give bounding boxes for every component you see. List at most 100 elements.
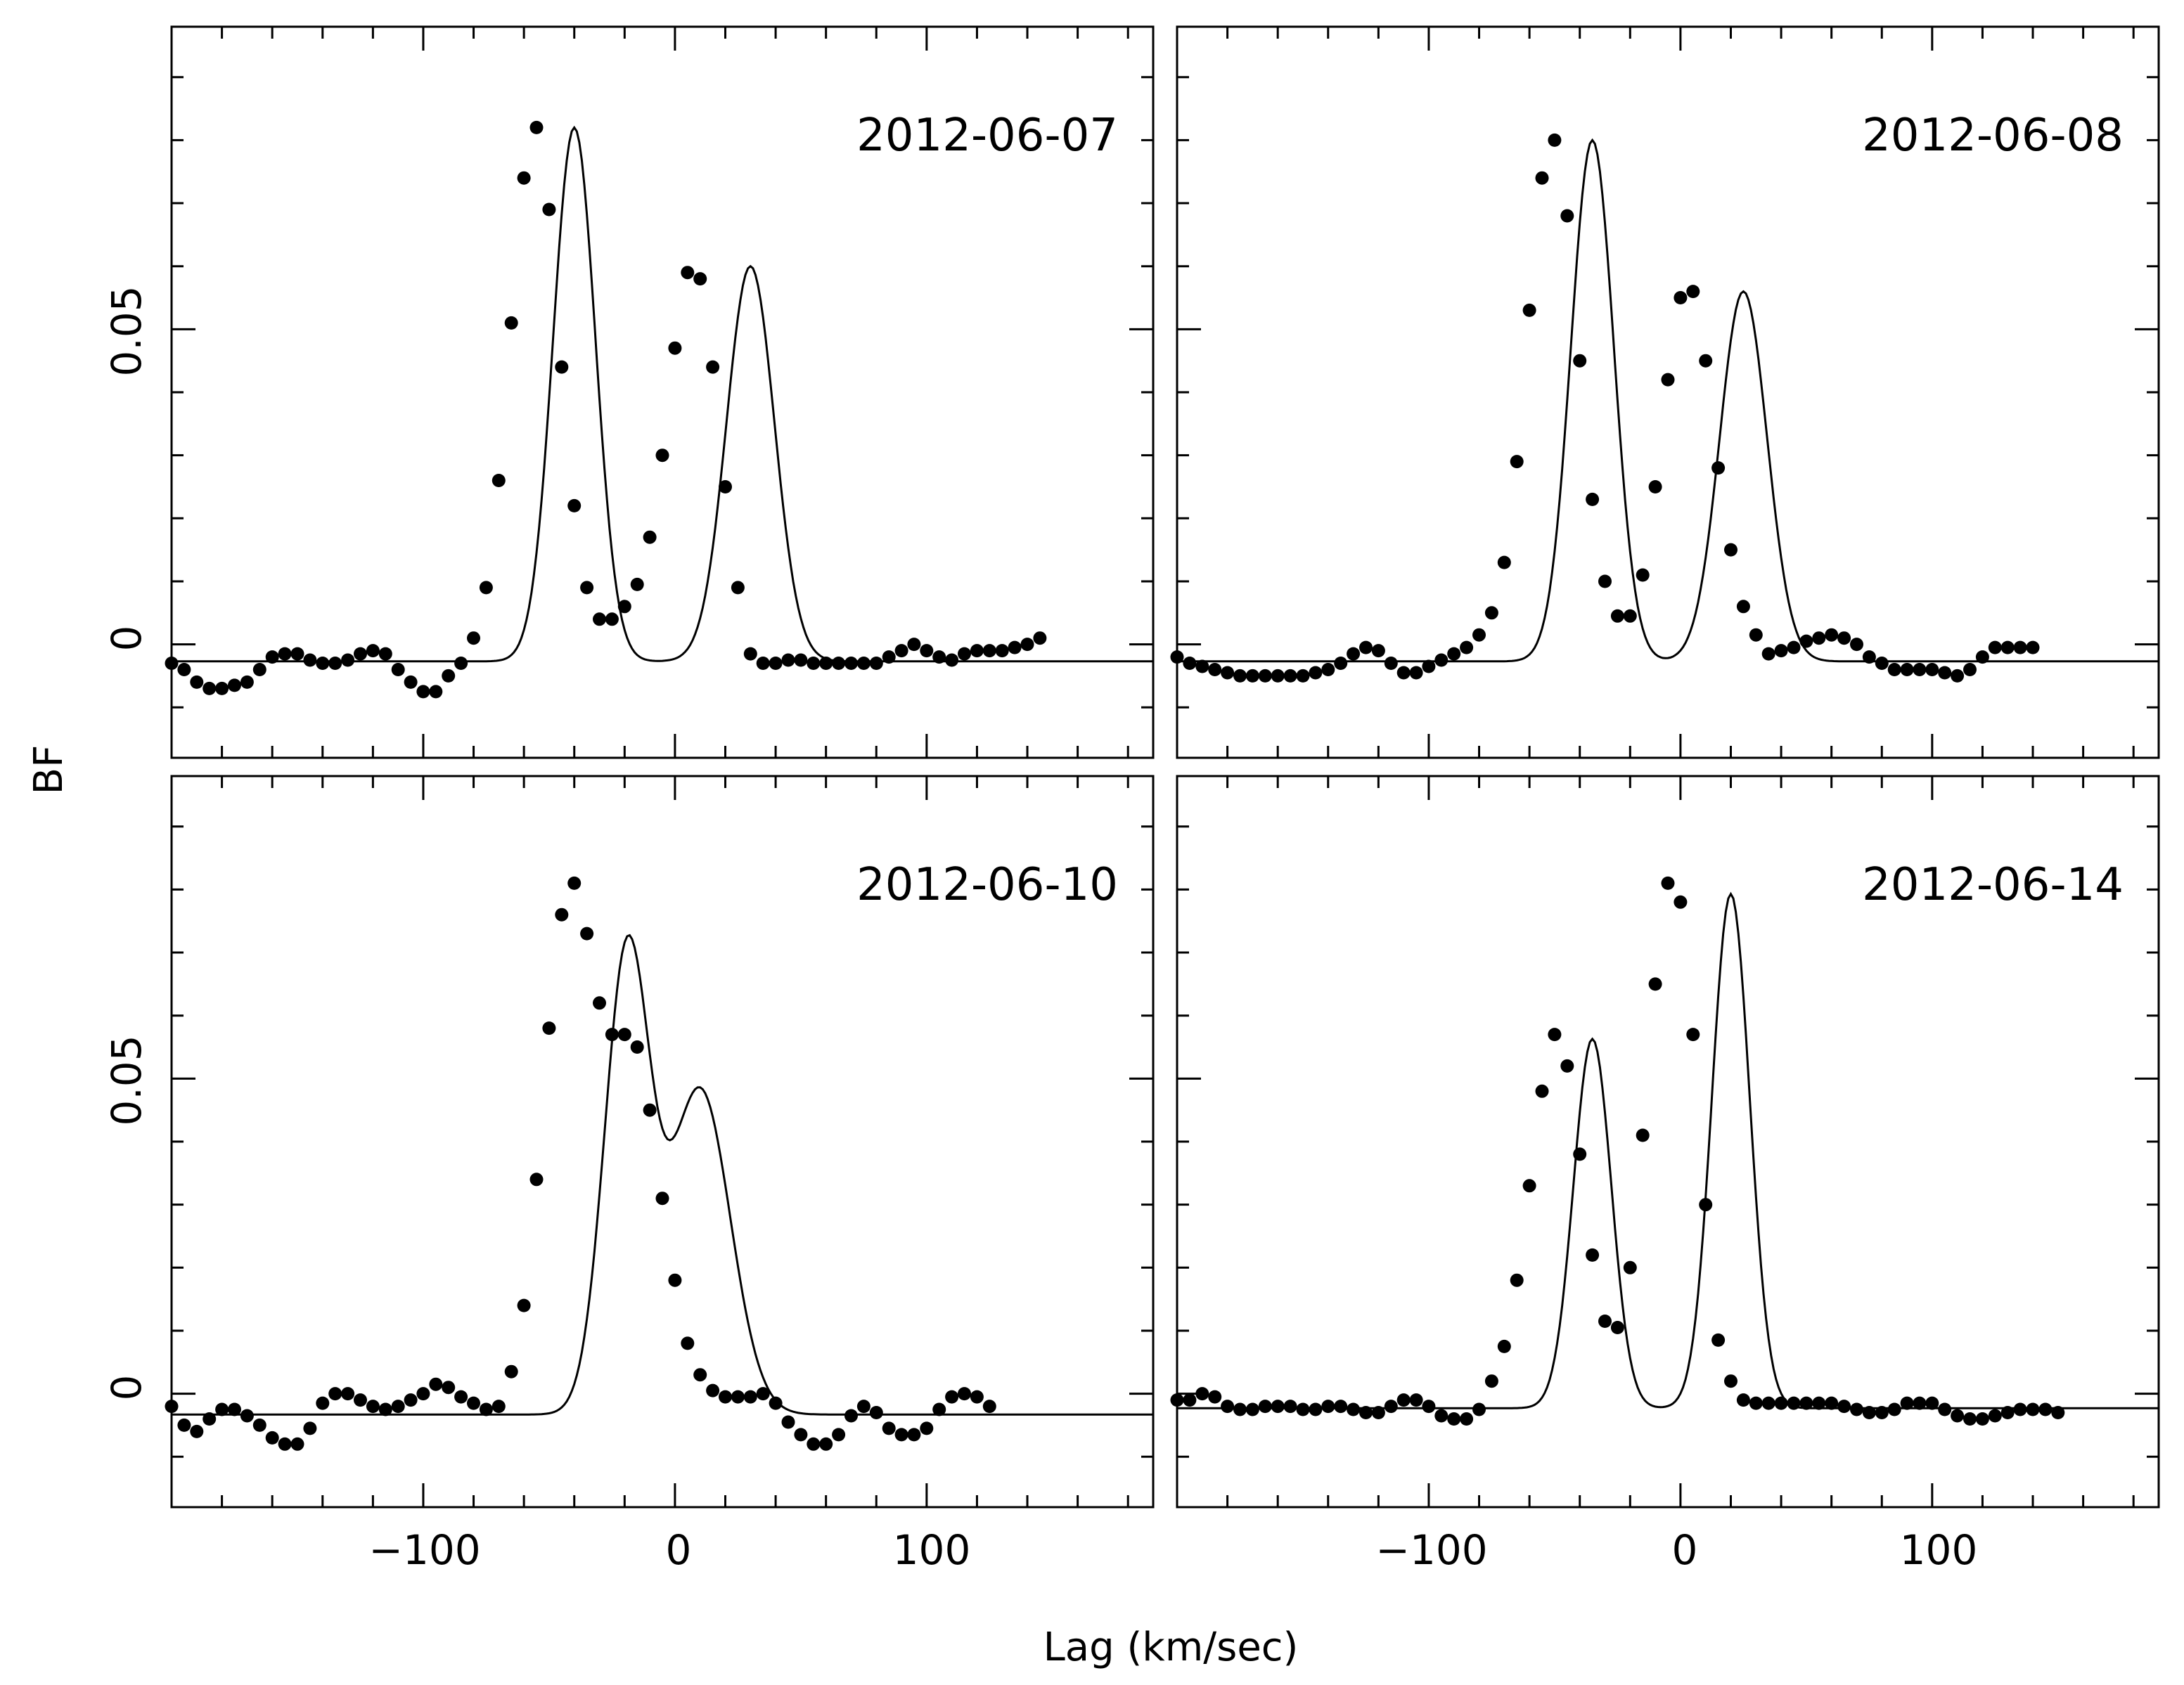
data-point xyxy=(693,272,707,286)
data-point xyxy=(1460,640,1474,654)
data-point xyxy=(580,581,594,595)
data-point xyxy=(290,647,304,661)
data-point xyxy=(2000,640,2015,654)
data-point xyxy=(228,1402,241,1416)
data-point xyxy=(1472,628,1486,642)
data-point xyxy=(328,657,342,670)
data-point xyxy=(1862,1406,1876,1419)
data-point xyxy=(1309,1402,1323,1416)
data-point xyxy=(1208,663,1222,676)
panel-4 xyxy=(1170,775,2160,1509)
data-point xyxy=(1648,480,1662,493)
data-point xyxy=(1951,1409,1965,1423)
data-point xyxy=(1258,669,1272,683)
data-point xyxy=(605,612,619,626)
data-point xyxy=(378,1402,392,1416)
data-point xyxy=(819,1437,833,1451)
fit-curve xyxy=(1177,138,2159,663)
data-point xyxy=(1913,663,1927,676)
data-point xyxy=(832,657,846,670)
data-point xyxy=(844,657,858,670)
data-point xyxy=(542,202,556,217)
data-point xyxy=(416,1387,430,1401)
data-point xyxy=(1925,1396,1939,1410)
data-point xyxy=(1875,1406,1889,1419)
data-point xyxy=(1799,634,1813,648)
data-point xyxy=(1812,631,1826,645)
data-point xyxy=(328,1387,342,1401)
data-point xyxy=(2026,640,2040,654)
data-point xyxy=(1296,1402,1310,1416)
data-point xyxy=(1774,1396,1788,1410)
data-point xyxy=(567,876,582,890)
data-point xyxy=(756,657,770,670)
data-point xyxy=(1258,1400,1272,1414)
data-point xyxy=(454,657,468,670)
data-point xyxy=(958,647,971,661)
data-point xyxy=(1938,1402,1952,1416)
data-point xyxy=(404,1393,418,1407)
fit-curve xyxy=(172,934,1153,1416)
data-point xyxy=(1422,1400,1436,1414)
data-point xyxy=(1724,543,1737,557)
data-point xyxy=(958,1387,971,1401)
data-point xyxy=(1850,638,1863,652)
data-point xyxy=(190,1424,204,1438)
data-point xyxy=(630,1040,644,1054)
data-point xyxy=(1371,1406,1385,1419)
data-point xyxy=(1648,977,1662,991)
data-point xyxy=(1925,663,1939,676)
data-point xyxy=(1825,1396,1839,1410)
data-point xyxy=(240,675,254,689)
data-point xyxy=(819,657,833,670)
data-point xyxy=(1825,628,1839,642)
data-point xyxy=(1963,1412,1977,1426)
data-point xyxy=(1686,1028,1700,1042)
data-point xyxy=(1334,1400,1348,1414)
data-point xyxy=(1548,133,1562,147)
data-point xyxy=(1699,354,1713,368)
data-point xyxy=(265,650,279,664)
panels-group xyxy=(165,25,2160,1509)
data-point xyxy=(1371,644,1385,658)
data-point xyxy=(1296,669,1310,683)
data-point xyxy=(1384,1400,1398,1414)
data-point xyxy=(1711,461,1726,475)
data-point xyxy=(1749,628,1763,642)
data-point xyxy=(719,1390,732,1404)
data-point xyxy=(2000,1406,2015,1419)
data-point xyxy=(668,1273,682,1287)
y-tick-label-005-bottom: 0.05 xyxy=(103,1035,150,1125)
data-point xyxy=(794,1428,808,1442)
data-point xyxy=(1975,1412,1989,1426)
data-point xyxy=(1736,600,1750,614)
data-point xyxy=(1434,1409,1448,1423)
data-point xyxy=(693,1368,707,1382)
data-point xyxy=(303,1421,317,1435)
data-point xyxy=(190,675,204,689)
data-point xyxy=(668,341,682,355)
data-point xyxy=(1573,1147,1587,1161)
data-point xyxy=(479,1402,493,1416)
data-point xyxy=(1900,1396,1914,1410)
data-point xyxy=(1837,1400,1851,1414)
data-point xyxy=(1749,1396,1763,1410)
data-point xyxy=(982,1400,996,1414)
data-point xyxy=(1033,631,1047,645)
data-point xyxy=(529,120,544,134)
data-point xyxy=(1510,455,1524,469)
x-tick-label-minus100-left: −100 xyxy=(368,1526,480,1574)
data-point xyxy=(1195,1387,1209,1401)
data-point xyxy=(177,663,191,676)
x-tick-label-100-left: 100 xyxy=(893,1526,971,1574)
data-point xyxy=(1674,291,1688,304)
data-point xyxy=(1799,1396,1813,1410)
tick-labels: 0 0.05 0 0.05 −100 0 100 −100 0 100 xyxy=(103,285,1977,1574)
x-tick-label-100-right: 100 xyxy=(1900,1526,1978,1574)
data-point xyxy=(580,927,594,941)
data-point xyxy=(593,612,606,626)
data-point xyxy=(316,657,330,670)
y-tick-label-0-bottom: 0 xyxy=(103,1375,150,1401)
data-point xyxy=(1963,663,1977,676)
data-point xyxy=(567,498,582,512)
